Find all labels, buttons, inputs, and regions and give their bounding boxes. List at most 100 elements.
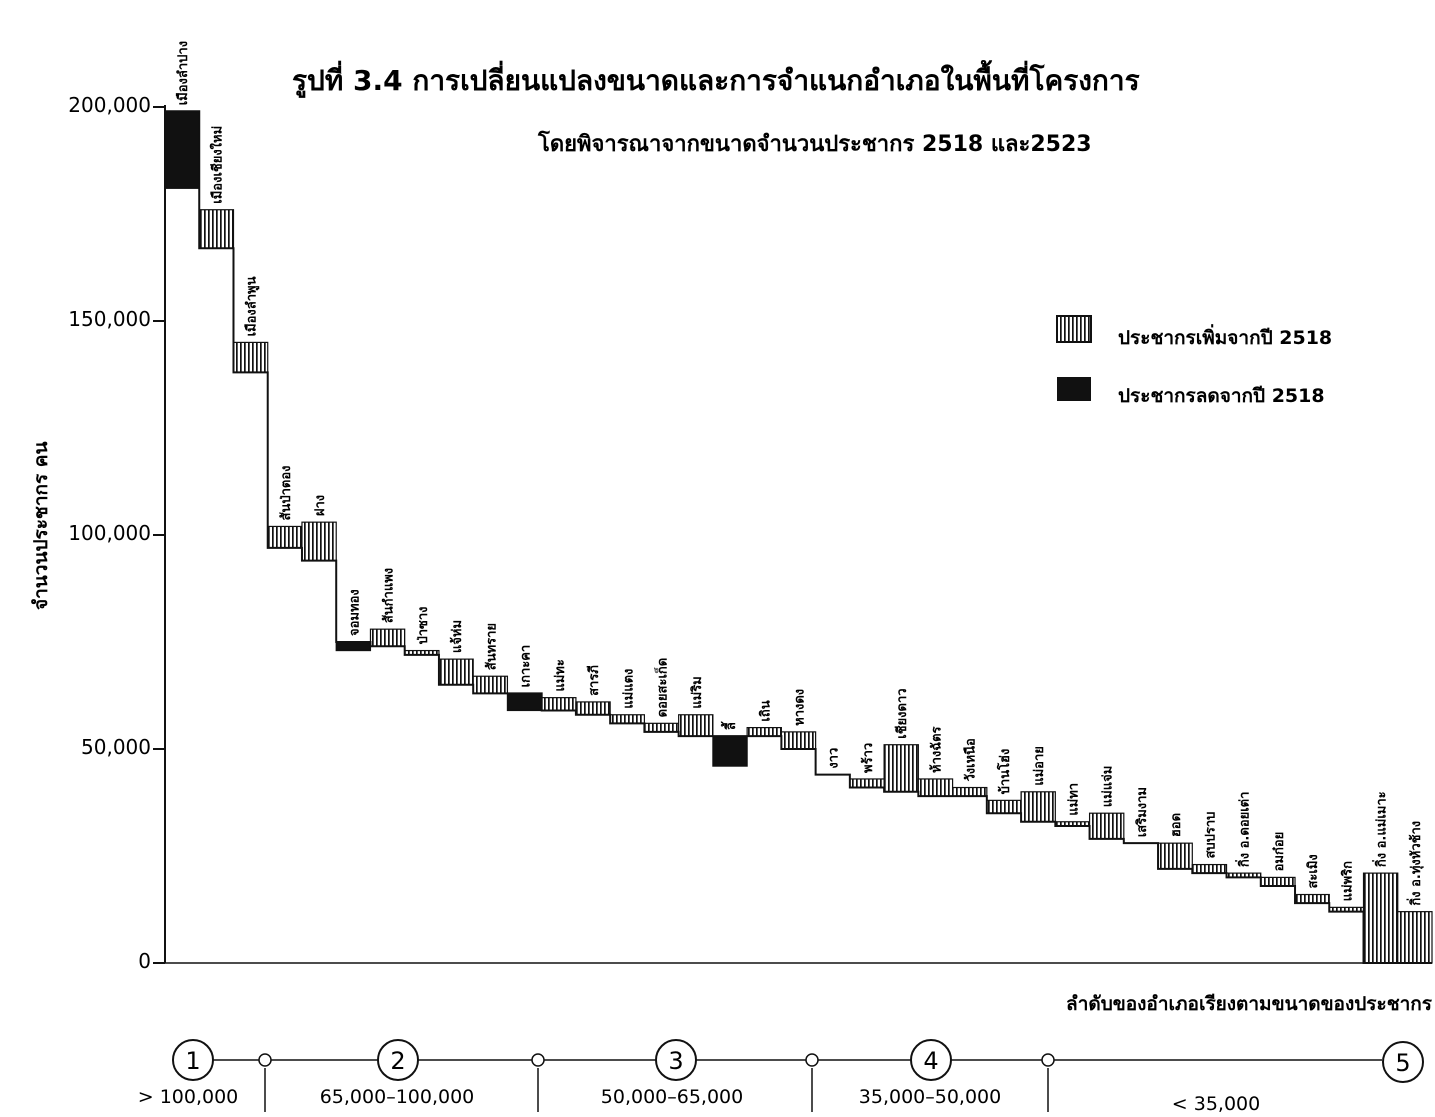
district-label: สันทราย xyxy=(484,623,499,670)
bar-increase xyxy=(575,701,611,716)
district-label: งาว xyxy=(827,748,842,769)
district-label: แม่ทะ xyxy=(553,659,568,692)
district-label: แม่ริม xyxy=(690,676,705,709)
class-boundary-marker xyxy=(531,1053,545,1067)
bar-increase xyxy=(609,714,646,724)
legend-label-increase: ประชากรเพิ่มจากปี 2518 xyxy=(1118,324,1332,349)
legend-label-decrease: ประชากรลดจากปี 2518 xyxy=(1118,385,1325,407)
y-axis-label: จำนวนประชากร คน xyxy=(30,441,52,610)
district-label: ดอยสะเก็ด xyxy=(653,658,671,718)
district-label: แม่พริก xyxy=(1340,861,1355,902)
bar-increase xyxy=(198,209,235,249)
district-label: ลี้ xyxy=(720,721,739,730)
class-4-number: 4 xyxy=(923,1047,938,1075)
district-label: เสริมงาม xyxy=(1135,787,1150,837)
district-label: ป่าซาง xyxy=(416,607,431,645)
district-label: เกาะคา xyxy=(519,645,534,688)
district-label: สันป่าตอง xyxy=(279,465,294,520)
district-label: แม่อาย xyxy=(1032,746,1047,786)
class-2-circle xyxy=(377,1039,419,1081)
y-tick-label: 150,000 xyxy=(68,307,151,331)
district-label: หางดง xyxy=(793,689,808,726)
class-2-number: 2 xyxy=(390,1047,405,1075)
population-2518-step-line xyxy=(165,110,1432,964)
legend: ประชากรเพิ่มจากปี 2518 ประชากรลดจากปี 25… xyxy=(1056,315,1332,407)
district-label: เมืองเชียงใหม่ xyxy=(208,126,225,204)
class-1-range: > 100,000 xyxy=(138,1086,239,1108)
bar-increase xyxy=(951,786,988,797)
bar-increase xyxy=(1260,876,1296,887)
bar-increase xyxy=(917,778,954,797)
bar-increase xyxy=(1397,911,1433,964)
district-label: สันกำแพง xyxy=(381,568,397,623)
district-label: ฮอด xyxy=(1169,813,1184,837)
class-4-circle xyxy=(910,1039,952,1081)
bar-increase xyxy=(678,714,714,737)
district-label: ห้างฉัตร xyxy=(928,726,944,773)
class-5-circle xyxy=(1382,1041,1424,1083)
y-tick-label: 0 xyxy=(138,949,151,973)
legend-swatch-increase xyxy=(1056,315,1092,343)
district-label: กิ่ง อ.ทุ่งหัวช้าง xyxy=(1406,821,1424,906)
district-label: บ้านโฮ่ง xyxy=(996,749,1013,795)
district-label: แม่ทา xyxy=(1066,783,1081,816)
district-label: สบปราบ xyxy=(1203,812,1218,859)
x-axis-label: ลำดับของอำเภอเรียงตามขนาดของประชากร xyxy=(1066,993,1433,1015)
y-tick-label: 200,000 xyxy=(68,93,151,117)
bar-decrease xyxy=(335,641,372,652)
bar-increase xyxy=(986,799,1022,814)
district-label: เมืองลำปาง xyxy=(175,41,191,105)
class-3-circle xyxy=(655,1039,697,1081)
class-boundary-marker xyxy=(805,1053,819,1067)
class-5-range: < 35,000 xyxy=(1172,1093,1260,1115)
class-1-number: 1 xyxy=(185,1047,200,1075)
district-label: แม่แจ่ม xyxy=(1101,766,1116,808)
district-label: อมก๋อย xyxy=(1271,832,1287,872)
district-label: กิ่ง อ.แม่เมาะ xyxy=(1372,791,1390,867)
bar-increase xyxy=(883,744,919,793)
bar-increase xyxy=(746,726,782,737)
bar-decrease xyxy=(164,110,200,189)
y-tick-label: 50,000 xyxy=(81,735,151,759)
district-label: สะเมิง xyxy=(1306,854,1321,888)
bar-increase xyxy=(267,525,303,549)
bar-increase xyxy=(643,722,680,733)
bar-increase xyxy=(232,341,269,373)
y-tick-label: 100,000 xyxy=(68,521,151,545)
class-3-number: 3 xyxy=(668,1047,683,1075)
bar-increase xyxy=(780,731,817,750)
class-4-range: 35,000–50,000 xyxy=(859,1086,1001,1108)
bar-increase xyxy=(369,628,406,647)
district-label: จอมทอง xyxy=(347,589,362,636)
bar-increase xyxy=(849,778,885,789)
district-label: แม่แตง xyxy=(621,669,636,709)
bar-increase xyxy=(1191,863,1228,874)
district-label: เชียงดาว xyxy=(894,688,910,738)
district-label: ฝาง xyxy=(313,495,328,516)
bar-increase xyxy=(301,521,337,562)
district-label: สารภี xyxy=(586,665,602,696)
class-5-number: 5 xyxy=(1395,1049,1410,1077)
district-label: เถิน xyxy=(758,700,773,721)
district-label: แจ้ห่ม xyxy=(449,620,465,653)
bar-increase xyxy=(1088,812,1125,840)
y-axis: 0 50,000 100,000 150,000 200,000 xyxy=(68,93,165,973)
district-labels: เมืองลำปางเมืองเชียงใหม่เมืองลำพูนสันป่า… xyxy=(175,41,1424,906)
bar-increase xyxy=(472,675,509,694)
chart-subtitle: โดยพิจารณาจากขนาดจำนวนประชากร 2518 และ25… xyxy=(537,130,1092,157)
class-boundary-marker xyxy=(1041,1053,1055,1067)
bar-decrease xyxy=(506,692,543,712)
district-label: เมืองลำพูน xyxy=(244,276,260,336)
chart-title: รูปที่ 3.4 การเปลี่ยนแปลงขนาดและการจำแนก… xyxy=(292,59,1140,98)
size-class-scale: 1 2 3 4 5 > 100,000 65,000–100,000 50,00… xyxy=(138,1039,1424,1115)
legend-swatch-decrease xyxy=(1057,377,1091,401)
class-2-range: 65,000–100,000 xyxy=(320,1086,475,1108)
bar-increase xyxy=(438,658,474,686)
bar-increase xyxy=(1294,893,1330,904)
bar-decrease xyxy=(712,735,748,767)
bar-increase xyxy=(1020,791,1056,823)
district-label: วังเหนือ xyxy=(963,738,979,781)
bar-increase xyxy=(541,697,577,712)
class-1-circle xyxy=(172,1039,214,1081)
